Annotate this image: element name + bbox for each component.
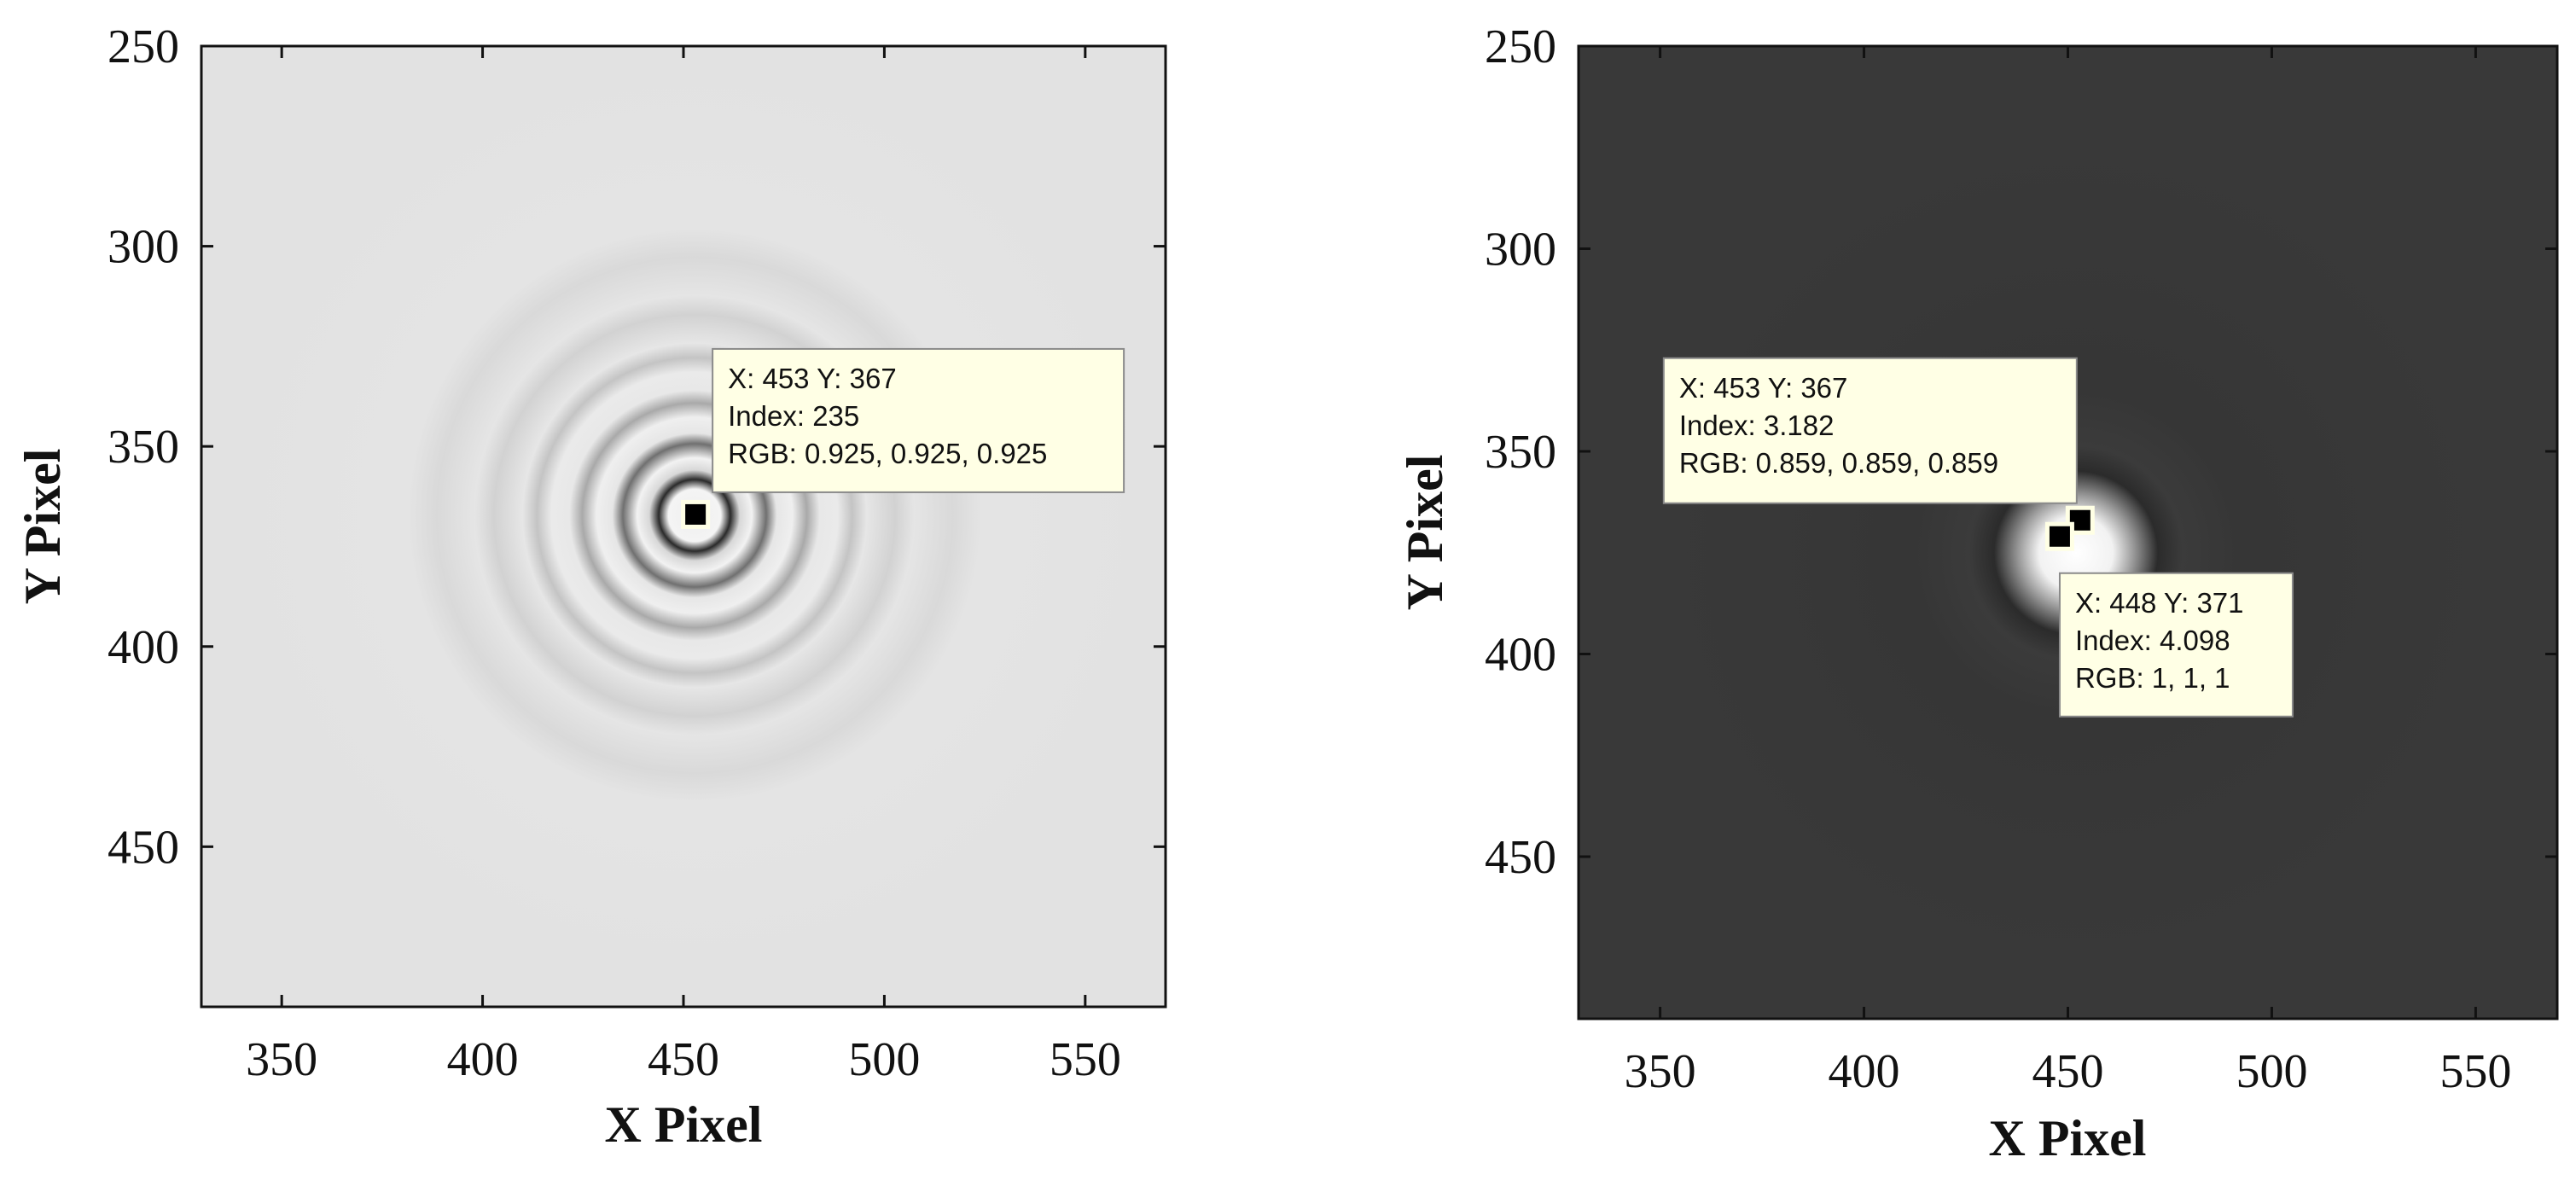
right-x-axis-label: X Pixel [1989, 1110, 2147, 1166]
datatip-label: X: 453 Y: 367 [728, 363, 897, 394]
datatip-label: X: 453 Y: 367 [1679, 372, 1848, 404]
left-ticks: 350 400 450 500 550 250 300 350 400 450 [108, 20, 1166, 1086]
datatip-label: RGB: 1, 1, 1 [2075, 662, 2230, 694]
x-tick-label: 450 [2032, 1045, 2104, 1098]
datatip-label: Index: 3.182 [1679, 410, 1835, 441]
left-datatips: X: 453 Y: 367 Index: 235 RGB: 0.925, 0.925… [681, 347, 1125, 529]
y-tick-label: 400 [108, 621, 179, 674]
datatip-label: Index: 4.098 [2075, 625, 2230, 656]
datatip-label: Index: 235 [728, 400, 859, 432]
y-tick-label: 450 [1485, 831, 1556, 884]
datatip-marker[interactable] [685, 503, 707, 525]
x-tick-label: 500 [848, 1033, 920, 1086]
x-tick-label: 500 [2236, 1045, 2307, 1098]
left-y-axis-label: Y Pixel [15, 449, 71, 605]
left-x-axis-label: X Pixel [605, 1096, 763, 1153]
x-tick-label: 350 [1625, 1045, 1696, 1098]
x-tick-label: 550 [2439, 1045, 2511, 1098]
y-tick-label: 350 [1485, 426, 1556, 479]
y-tick-label: 300 [108, 221, 179, 274]
datatip-label: X: 448 Y: 371 [2075, 587, 2244, 619]
x-tick-label: 550 [1050, 1033, 1121, 1086]
left-ring-image-panel: 350 400 450 500 550 250 300 350 400 450 X: 453 Y:… [15, 20, 1167, 1153]
x-tick-label: 400 [447, 1033, 519, 1086]
datatip-marker[interactable] [2049, 526, 2070, 547]
y-tick-label: 350 [108, 421, 179, 474]
right-y-axis-label: Y Pixel [1397, 455, 1453, 611]
x-tick-label: 350 [246, 1033, 317, 1086]
datatip-label: RGB: 0.925, 0.925, 0.925 [728, 438, 1047, 469]
right-spot-image-panel: 350 400 450 500 550 250 300 350 400 450 X: 453 Y:… [1397, 20, 2559, 1166]
y-tick-label: 450 [108, 821, 179, 874]
y-tick-label: 300 [1485, 224, 1556, 276]
right-ticks: 350 400 450 500 550 250 300 350 400 450 [1485, 20, 2557, 1098]
datatip-box [2058, 572, 2294, 718]
right-datatips: X: 453 Y: 367 Index: 3.182 RGB: 0.859, 0.8… [1662, 357, 2294, 718]
y-tick-label: 400 [1485, 629, 1556, 682]
y-tick-label: 250 [1485, 20, 1556, 73]
datatip-box [1662, 357, 2078, 504]
x-tick-label: 450 [648, 1033, 719, 1086]
x-tick-label: 400 [1829, 1045, 1900, 1098]
y-tick-label: 250 [108, 20, 179, 73]
datatip-label: RGB: 0.859, 0.859, 0.859 [1679, 447, 1998, 479]
datatip-box [712, 347, 1125, 493]
